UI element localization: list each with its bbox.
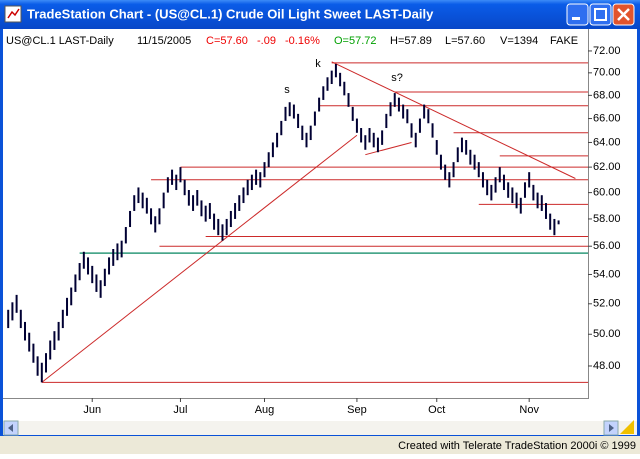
y-tick-label: 64.00 [593, 136, 621, 148]
info-close: C=57.60 [206, 35, 248, 47]
pattern-annotation: k [315, 58, 321, 70]
info-low: L=57.60 [445, 35, 485, 47]
info-volume: V=1394 [500, 35, 538, 47]
chart-area [3, 29, 637, 421]
info-date: 11/15/2005 [137, 35, 191, 47]
trendline [365, 141, 412, 156]
info-percent: -0.16% [285, 35, 320, 47]
y-tick-label: 58.00 [593, 213, 621, 225]
pattern-annotation: s? [391, 72, 403, 84]
y-tick-label: 72.00 [593, 45, 621, 57]
x-tick-label: Oct [428, 404, 445, 416]
x-tick-label: Aug [255, 404, 275, 416]
info-change: -.09 [257, 35, 276, 47]
resize-grip[interactable] [620, 420, 634, 434]
y-tick-label: 62.00 [593, 161, 621, 173]
plot-bottom-border [3, 398, 589, 399]
maximize-button[interactable] [589, 3, 612, 26]
title-bar [0, 0, 640, 29]
trendline [331, 61, 576, 179]
scroll-right[interactable] [603, 420, 619, 436]
y-tick-label: 66.00 [593, 112, 621, 124]
plot-right-border [588, 29, 589, 399]
y-tick-label: 48.00 [593, 360, 621, 372]
y-tick-label: 70.00 [593, 67, 621, 79]
info-line: US@CL.1 LAST-Daily 11/15/2005 C=57.60 -.… [6, 35, 578, 47]
x-tick-label: Nov [519, 404, 539, 416]
close-button[interactable] [612, 3, 635, 26]
y-tick-label: 60.00 [593, 187, 621, 199]
window-title: TradeStation Chart - (US@CL.1) Crude Oil… [27, 6, 434, 21]
y-tick-label: 68.00 [593, 89, 621, 101]
scrollbar[interactable] [3, 421, 637, 435]
minimize-button[interactable] [566, 3, 589, 26]
y-tick-label: 54.00 [593, 268, 621, 280]
y-tick-label: 52.00 [593, 298, 621, 310]
plot: 48.00 50.00 52.00 54.00 56.00 58.00 60.00 62.00… [7, 45, 621, 416]
status-bar [0, 436, 640, 454]
y-tick-label: 56.00 [593, 240, 621, 252]
pattern-annotation: s [284, 84, 290, 96]
x-tick-label: Jun [83, 404, 101, 416]
app-icon-glyph [7, 8, 20, 19]
status-text: Created with Telerate TradeStation 2000i… [398, 440, 636, 452]
info-open: O=57.72 [334, 35, 377, 47]
trendline [41, 134, 358, 383]
scroll-left[interactable] [3, 420, 19, 436]
info-feed: FAKE [550, 35, 578, 47]
info-high: H=57.89 [390, 35, 432, 47]
info-symbol: US@CL.1 LAST-Daily [6, 35, 114, 47]
x-tick-label: Jul [173, 404, 187, 416]
x-tick-label: Sep [347, 404, 367, 416]
y-tick-label: 50.00 [593, 328, 621, 340]
